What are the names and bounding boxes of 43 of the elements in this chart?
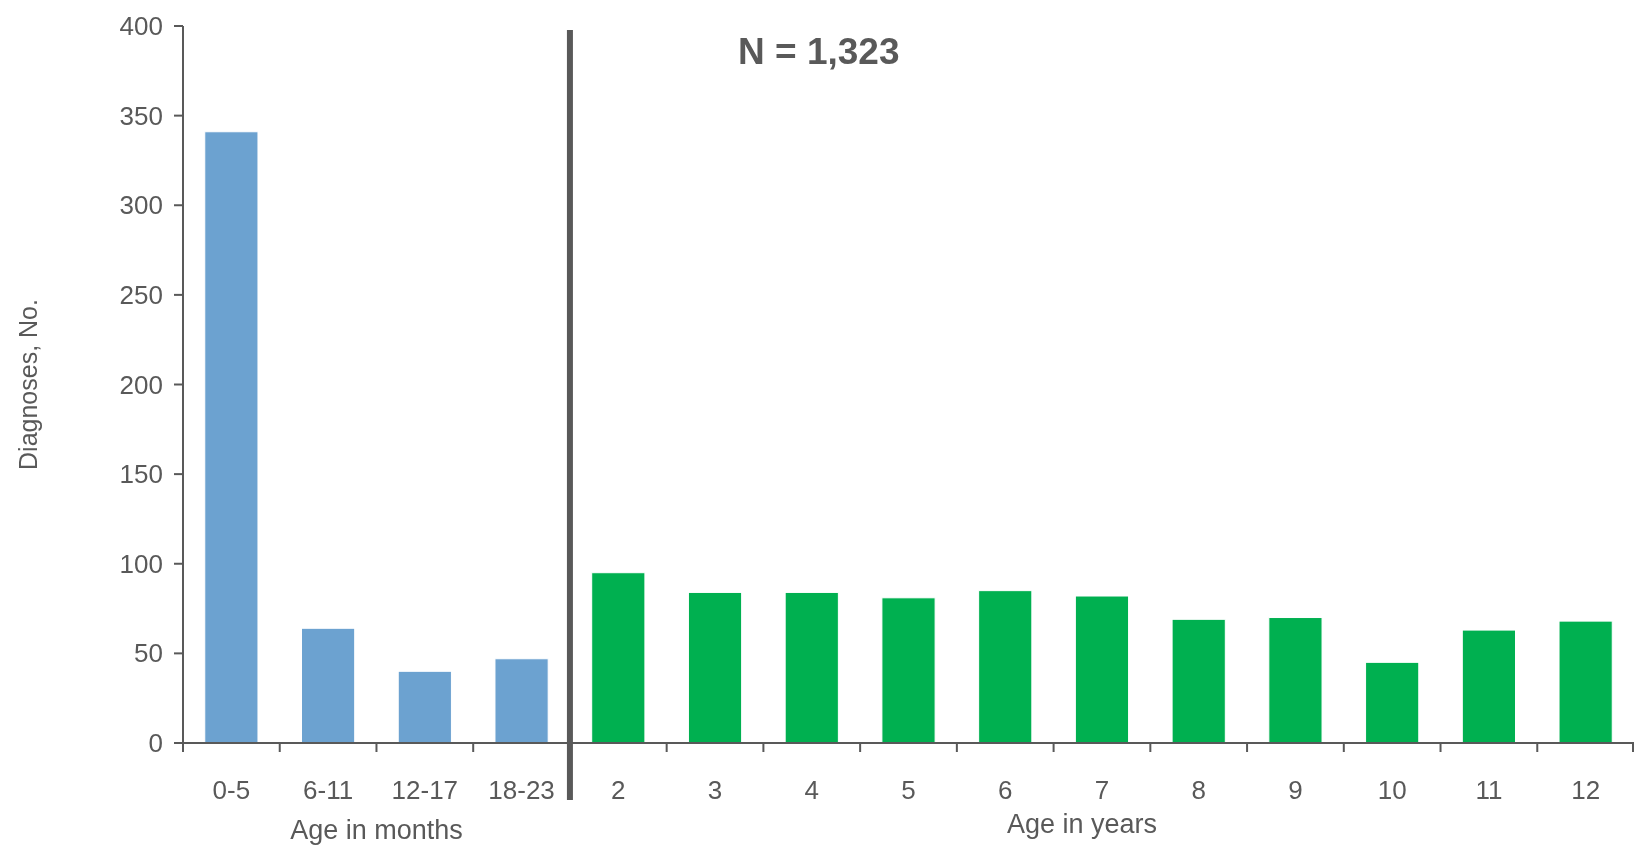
bar: [1558, 620, 1613, 744]
y-tick-label: 100: [119, 548, 163, 579]
bar: [1461, 629, 1516, 744]
x-tick-label: 10: [1377, 775, 1407, 805]
y-tick-label: 50: [134, 638, 163, 669]
text: Age in months: [290, 815, 463, 845]
y-tick-label: 350: [119, 100, 163, 131]
y-tick-label: 200: [119, 369, 163, 400]
y-tick-label: 0: [148, 728, 163, 759]
y-tick-label: 400: [119, 11, 163, 42]
annotation: N = 1,323: [738, 31, 900, 72]
bar: [397, 670, 452, 744]
x-tick-label: 7: [1094, 775, 1110, 805]
x-tick-label: 0-5: [212, 775, 251, 805]
x-tick-label: 9: [1288, 775, 1303, 805]
bar: [687, 591, 743, 744]
bar: [591, 572, 646, 744]
bar: [784, 591, 839, 744]
bar: [1365, 661, 1420, 744]
x-tick-label: 12: [1571, 775, 1601, 805]
x-tick-label: 18-23: [488, 775, 555, 805]
x-tick-label: 11: [1475, 775, 1503, 805]
text: Age in years: [1006, 809, 1158, 839]
bar: [1074, 595, 1130, 744]
bar: [978, 590, 1033, 744]
bar: [881, 597, 936, 744]
y-tick-label: 250: [119, 279, 163, 310]
bar: [1171, 618, 1226, 744]
x-tick-label: 8: [1191, 775, 1206, 805]
x-tick-label: 5: [901, 775, 916, 805]
bar: [494, 658, 549, 744]
bar: [1268, 617, 1323, 744]
x-tick-label: 6: [998, 775, 1013, 805]
y-tick-label: 300: [119, 190, 163, 221]
y-axis-title: Diagnoses, No.: [14, 299, 42, 470]
x-tick-label: 4: [804, 775, 819, 805]
x-tick-label: 6-11: [303, 775, 354, 805]
bar: [301, 627, 356, 744]
y-tick-label: 150: [119, 459, 163, 490]
bar: [204, 131, 259, 744]
x-tick-label: 3: [707, 775, 723, 805]
x-tick-label: 2: [611, 775, 626, 805]
x-tick-label: 12-17: [391, 775, 459, 805]
